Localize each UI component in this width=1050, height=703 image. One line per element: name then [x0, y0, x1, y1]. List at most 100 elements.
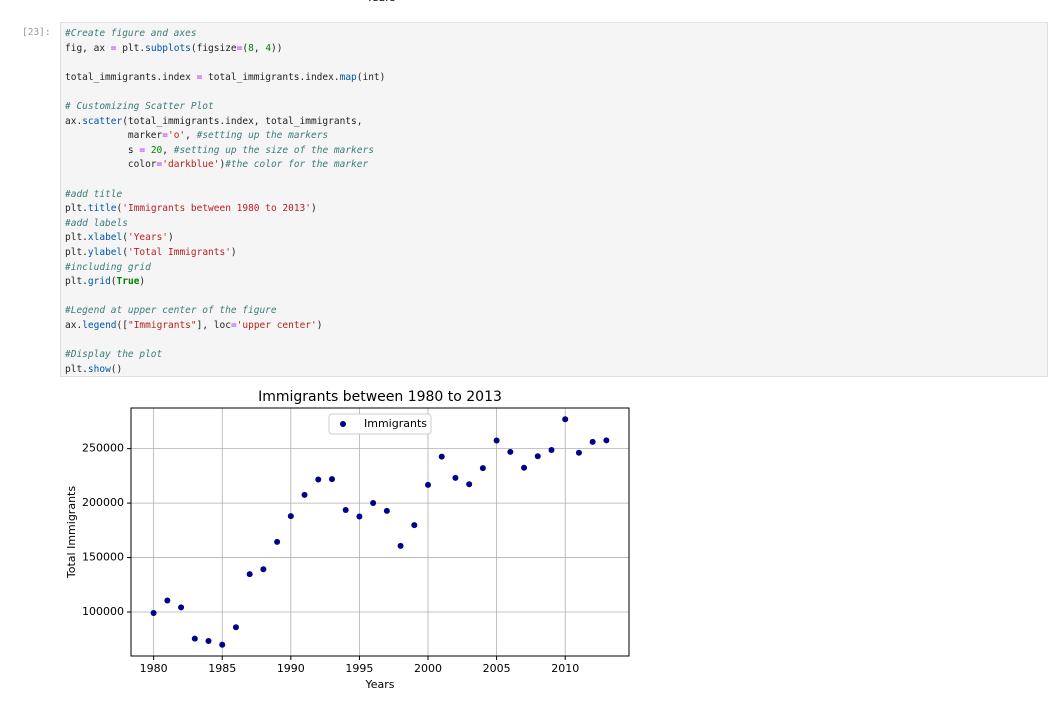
code-line: plt.ylabel('Total Immigrants')	[65, 246, 1043, 261]
scatter-point	[274, 538, 281, 545]
code-line: ax.scatter(total_immigrants.index, total…	[65, 115, 1043, 130]
code-token: #add labels	[65, 217, 128, 229]
legend-box	[328, 413, 432, 435]
code-token: total_immigrants.index	[202, 71, 334, 83]
code-line: #add title	[65, 188, 1043, 203]
scatter-point	[562, 416, 569, 423]
code-token: True	[116, 276, 140, 288]
code-token: # Customizing Scatter Plot	[65, 100, 214, 112]
scatter-point	[479, 465, 486, 472]
code-token: ,	[162, 144, 174, 156]
code-token: fig, ax	[65, 42, 111, 54]
scatter-point	[452, 474, 459, 481]
code-token: ()	[110, 363, 123, 375]
code-token: =	[196, 71, 203, 83]
code-token: #Create figure and axes	[65, 28, 197, 39]
code-line: total_immigrants.index = total_immigrant…	[65, 71, 1043, 86]
code-token: xlabel	[87, 232, 123, 244]
code-line: plt.show()	[65, 363, 1043, 378]
code-token: )	[311, 203, 317, 215]
scatter-point	[466, 481, 473, 488]
code-line: color='darkblue')#the color for the mark…	[65, 158, 1043, 173]
code-token: 'Years'	[127, 232, 169, 244]
code-line: # Customizing Scatter Plot	[65, 100, 1043, 115]
scatter-point	[232, 624, 239, 631]
code-token: #Legend at upper center of the figure	[65, 305, 277, 317]
code-token: 'upper center'	[236, 319, 317, 331]
x-tick-label: 2000	[414, 662, 442, 675]
code-token: 'Immigrants between 1980 to 2013'	[122, 203, 311, 215]
code-token: map	[339, 71, 357, 83]
scatter-point	[383, 507, 390, 514]
code-token: (int)	[356, 71, 386, 83]
x-tick-label: 1990	[277, 662, 305, 675]
scatter-point	[205, 637, 212, 644]
scatter-point	[397, 542, 404, 549]
scatter-point	[246, 571, 253, 578]
code-token: "Immigrants"	[127, 319, 197, 331]
code-line: marker='o', #setting up the markers	[65, 129, 1043, 144]
code-token: plt	[65, 276, 83, 288]
cut-off-label: Years	[365, 0, 395, 4]
code-cell[interactable]: #Create figure and axes fig, ax = plt.sub…	[60, 22, 1048, 377]
code-token: (	[122, 232, 128, 244]
code-token: 20	[150, 144, 163, 156]
code-token: 8	[248, 42, 254, 54]
code-line: s = 20, #setting up the size of the mark…	[65, 144, 1043, 159]
code-token: #setting up the markers	[196, 130, 329, 142]
scatter-point	[328, 476, 335, 483]
code-token: plt	[65, 246, 83, 258]
code-token: ([	[116, 319, 128, 331]
code-block: #Display the plot plt.show()	[65, 348, 1043, 377]
x-tick-label: 1985	[208, 662, 236, 675]
x-tick-label: 1995	[345, 662, 373, 675]
scatter-point	[425, 481, 432, 488]
code-block: #Legend at upper center of the figure ax.…	[65, 304, 1043, 333]
code-token: plt	[65, 203, 83, 215]
code-token: plt	[116, 42, 140, 54]
code-token: marker	[65, 130, 163, 142]
x-tick-label: 2010	[551, 662, 579, 675]
code-token: .	[333, 71, 340, 83]
code-token: =	[236, 42, 243, 54]
code-block: total_immigrants.index = total_immigrant…	[65, 71, 1043, 86]
scatter-point	[164, 597, 171, 604]
code-line: fig, ax = plt.subplots(figsize=(8, 4))	[65, 42, 1043, 57]
code-token: title	[87, 203, 117, 215]
scatter-point	[575, 449, 582, 456]
code-token: 'darkblue'	[162, 159, 220, 171]
code-token: total_immigrants.index	[65, 71, 197, 83]
plot-frame	[130, 407, 630, 657]
cell-prompt: [23]:	[22, 27, 51, 38]
y-tick-label: 250000	[82, 442, 124, 455]
code-line: plt.grid(True)	[65, 275, 1043, 290]
code-token: (total_immigrants.index, total_immigrant…	[122, 115, 363, 127]
code-token: .	[82, 232, 88, 244]
scatter-point	[507, 448, 514, 455]
scatter-point	[356, 513, 363, 520]
code-token: ,	[185, 130, 197, 142]
code-token: =	[139, 144, 146, 156]
chart-title: Immigrants between 1980 to 2013	[258, 389, 502, 405]
y-axis-label: Total Immigrants	[65, 486, 78, 579]
code-token: 'Total Immigrants'	[127, 246, 231, 258]
code-token: .	[139, 42, 146, 54]
code-token: (	[242, 42, 249, 54]
scatter-point	[521, 464, 528, 471]
code-line: #Create figure and axes	[65, 27, 1043, 42]
code-token: .	[76, 115, 83, 127]
code-token: 4	[265, 42, 272, 54]
code-token: .	[82, 246, 88, 258]
code-token: color	[65, 159, 157, 171]
legend-marker	[340, 421, 346, 427]
y-tick-label: 100000	[82, 605, 124, 618]
scatter-point	[260, 566, 267, 573]
y-tick-label: 150000	[82, 551, 124, 564]
x-tick-label: 1980	[140, 662, 168, 675]
code-token: .	[82, 276, 88, 288]
code-token: subplots	[145, 42, 191, 54]
code-token: plt	[65, 232, 83, 244]
x-axis-label: Years	[364, 678, 394, 691]
scatter-point	[219, 641, 226, 648]
code-token: =	[162, 130, 168, 142]
